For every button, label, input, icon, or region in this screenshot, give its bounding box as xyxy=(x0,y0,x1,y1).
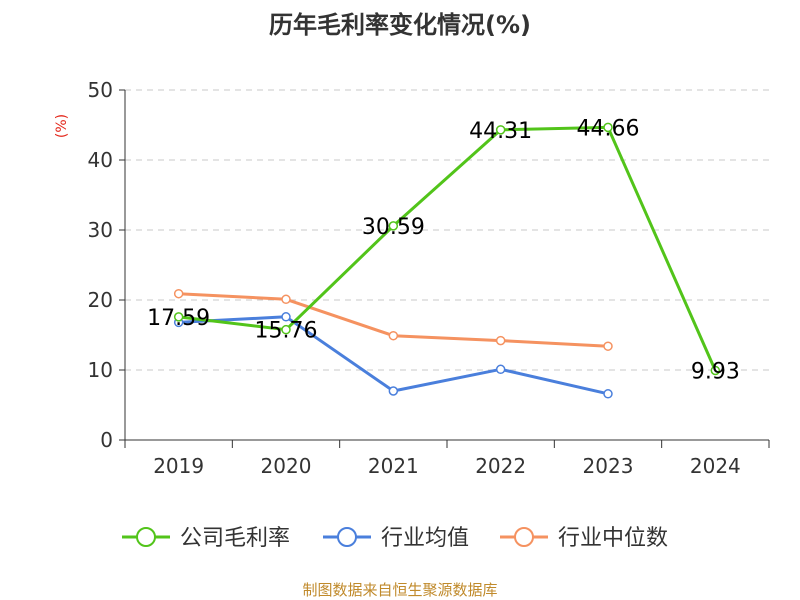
x-tick-label: 2020 xyxy=(261,454,312,478)
data-point xyxy=(281,312,291,322)
legend-swatch-marker xyxy=(337,527,357,547)
legend-swatch-marker xyxy=(514,527,534,547)
data-point xyxy=(388,221,399,231)
data-point xyxy=(495,125,506,135)
x-tick-label: 2019 xyxy=(153,454,204,478)
data-label: 9.93 xyxy=(691,359,740,384)
x-tick-label: 2024 xyxy=(690,454,741,478)
y-axis-label: (%) xyxy=(54,114,70,138)
y-tick-label: 30 xyxy=(88,218,113,242)
legend-label: 行业中位数 xyxy=(558,526,668,551)
x-tick-label: 2021 xyxy=(368,454,419,478)
data-point xyxy=(495,335,506,346)
data-point xyxy=(603,389,613,399)
data-point xyxy=(388,386,399,396)
series-line xyxy=(178,315,609,396)
y-tick-label: 0 xyxy=(100,428,113,452)
legend-label: 公司毛利率 xyxy=(180,526,290,551)
y-tick-label: 50 xyxy=(88,78,113,102)
data-point xyxy=(388,330,399,341)
data-point xyxy=(173,312,184,322)
data-point xyxy=(173,288,184,299)
y-tick-label: 40 xyxy=(88,148,113,172)
data-point xyxy=(603,341,613,351)
axes: 0 10 20 30 40 50 2019 2020 2021 2022 2023 2024 xyxy=(88,78,770,478)
chart-title: 历年毛利率变化情况(%) xyxy=(269,11,531,39)
data-point xyxy=(495,364,506,375)
source-footer: 制图数据来自恒生聚源数据库 xyxy=(302,581,497,599)
data-point xyxy=(710,365,721,376)
data-point xyxy=(281,324,291,335)
y-tick-label: 20 xyxy=(88,288,113,312)
series-group xyxy=(173,122,721,399)
data-label: 44.31 xyxy=(469,119,532,144)
series-line xyxy=(178,125,717,372)
data-label: 44.66 xyxy=(577,116,640,141)
data-label: 15.76 xyxy=(255,319,318,344)
data-label: 30.59 xyxy=(362,215,425,240)
data-point xyxy=(603,122,613,133)
y-tick-label: 10 xyxy=(88,358,113,382)
legend: 公司毛利率 行业均值 行业中位数 xyxy=(122,526,668,551)
gridlines xyxy=(125,89,769,371)
data-point xyxy=(281,294,291,305)
data-label: 17.59 xyxy=(147,306,210,331)
data-labels: 17.59 15.76 30.59 44.31 44.66 9.93 xyxy=(147,116,740,384)
x-tick-label: 2022 xyxy=(475,454,526,478)
legend-label: 行业均值 xyxy=(381,526,469,551)
x-tick-label: 2023 xyxy=(583,454,634,478)
legend-swatch-marker xyxy=(136,527,156,547)
